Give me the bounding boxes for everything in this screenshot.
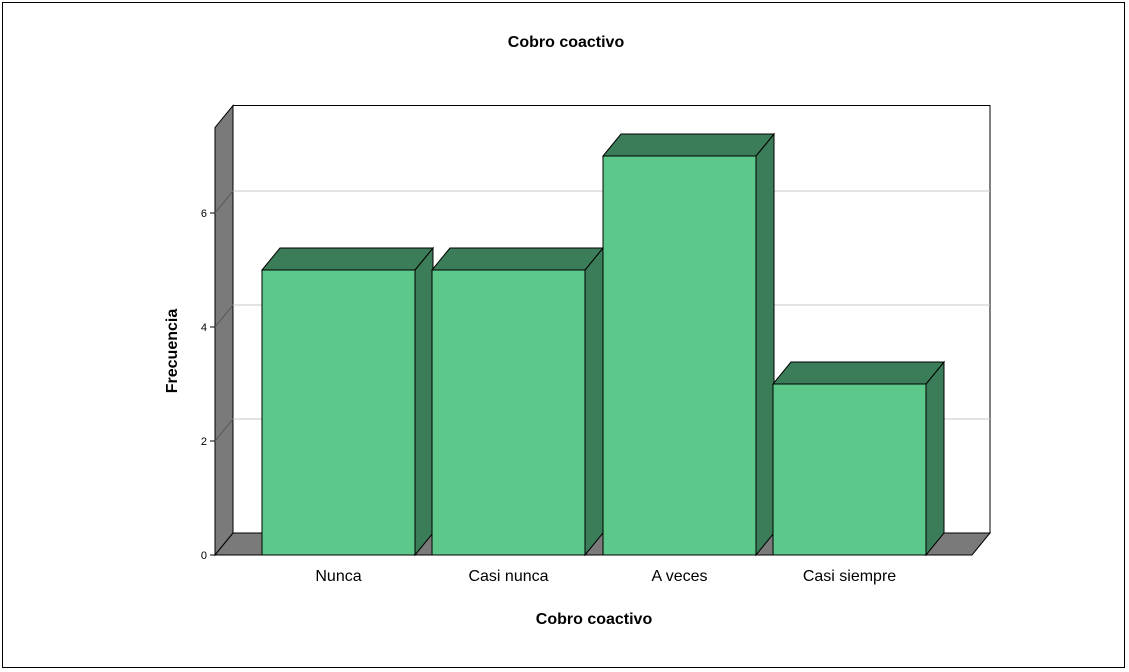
bar-side (925, 360, 945, 557)
grid-line-wall (214, 418, 234, 442)
bar-top (260, 247, 435, 271)
x-category-label: Nunca (315, 568, 361, 585)
x-category-labels: Nunca Casi nunca A veces Casi siempre (315, 568, 896, 585)
bar-top (430, 247, 605, 271)
bar-side (755, 132, 775, 557)
bar-front (772, 383, 927, 556)
bar (771, 360, 946, 557)
y-tick-label: 4 (201, 322, 207, 334)
bars (260, 132, 946, 557)
x-category-label: A veces (651, 568, 707, 585)
y-ticks: 0 2 4 6 (201, 208, 215, 562)
y-axis-label: Frecuencia (164, 309, 181, 394)
bar-front (431, 269, 586, 556)
bar-side (584, 246, 604, 557)
bar-top (771, 361, 946, 385)
bar-front (261, 269, 416, 556)
left-wall (214, 104, 234, 557)
bar-front (602, 155, 757, 556)
bar-top (601, 133, 776, 157)
bar (601, 132, 776, 557)
chart-title: Cobro coactivo (508, 34, 625, 51)
bar (430, 246, 605, 557)
y-tick-label: 6 (201, 208, 207, 220)
x-axis-label: Cobro coactivo (536, 611, 653, 628)
x-category-label: Casi nunca (468, 568, 548, 585)
x-category-label: Casi siempre (803, 568, 896, 585)
grid-line-wall (214, 190, 234, 214)
y-tick-label: 0 (201, 550, 207, 562)
y-tick-label: 2 (201, 436, 207, 448)
bar-side (414, 246, 434, 557)
grid-line-wall (214, 304, 234, 328)
bar (260, 246, 435, 557)
